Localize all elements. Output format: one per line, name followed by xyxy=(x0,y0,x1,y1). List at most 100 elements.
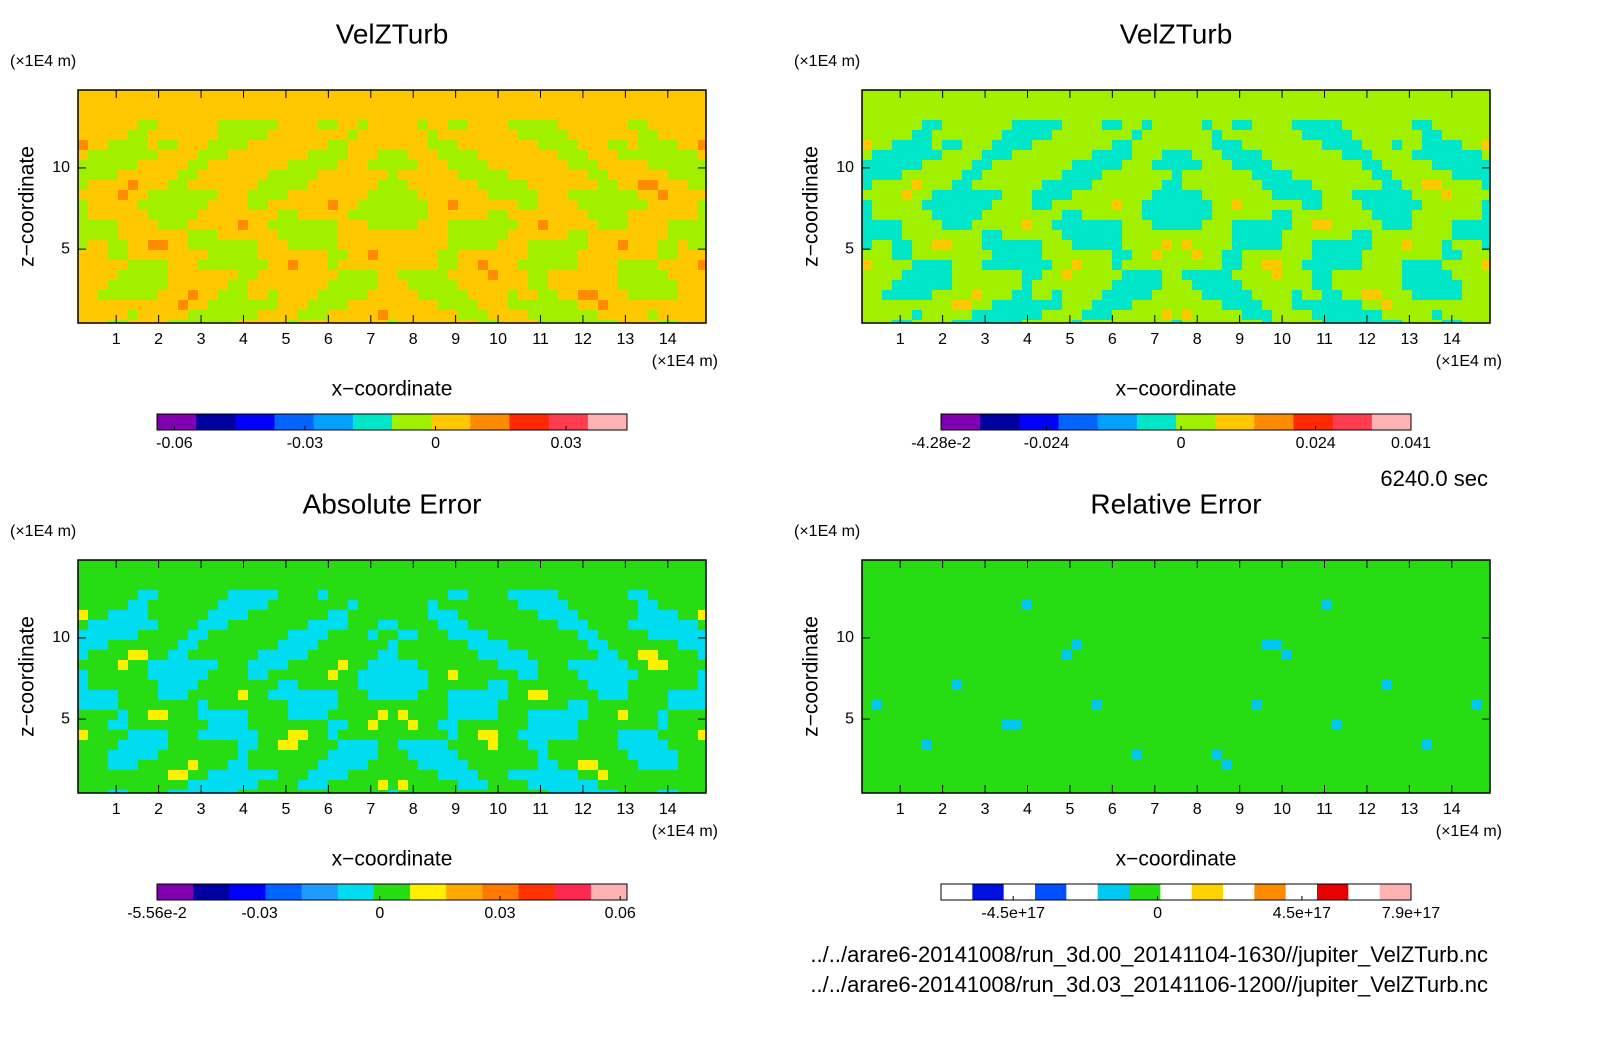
contour-cell xyxy=(1022,230,1032,240)
contour-cell xyxy=(268,250,278,260)
contour-cell xyxy=(418,220,428,230)
contour-cell xyxy=(688,290,698,300)
contour-cell xyxy=(188,750,198,760)
y-unit: (×1E4 m) xyxy=(10,523,76,540)
contour-cell xyxy=(1252,150,1262,160)
contour-cell xyxy=(358,290,368,300)
contour-cell xyxy=(972,310,982,320)
contour-cell xyxy=(418,680,428,690)
contour-cell xyxy=(608,760,618,770)
contour-cell xyxy=(1482,280,1490,290)
contour-cell xyxy=(872,160,882,170)
contour-cell xyxy=(932,310,942,320)
contour-cell xyxy=(458,670,468,680)
contour-cell xyxy=(208,560,218,570)
contour-cell xyxy=(508,690,518,700)
contour-cell xyxy=(418,740,428,750)
contour-cell xyxy=(688,630,698,640)
contour-cell xyxy=(268,740,278,750)
contour-cell xyxy=(488,230,498,240)
contour-cell xyxy=(258,610,268,620)
contour-cell xyxy=(1342,150,1352,160)
contour-cell xyxy=(138,210,148,220)
colorbar-tick-label: -0.024 xyxy=(1024,435,1069,452)
contour-cell xyxy=(538,120,548,130)
contour-cell xyxy=(418,610,428,620)
contour-cell xyxy=(1362,200,1372,210)
contour-cell xyxy=(108,120,118,130)
contour-cell xyxy=(922,100,932,110)
contour-cell xyxy=(1402,170,1412,180)
contour-cell xyxy=(78,580,88,590)
contour-cell xyxy=(678,570,688,580)
contour-cell xyxy=(428,700,438,710)
contour-cell xyxy=(1312,90,1322,100)
contour-cell xyxy=(1212,310,1222,320)
contour-cell xyxy=(648,770,658,780)
contour-cell xyxy=(188,300,198,310)
contour-cell xyxy=(518,750,528,760)
contour-cell xyxy=(298,790,308,793)
contour-cell xyxy=(188,290,198,300)
contour-cell xyxy=(588,620,598,630)
contour-cell xyxy=(1242,160,1252,170)
contour-cell xyxy=(578,170,588,180)
contour-cell xyxy=(138,270,148,280)
contour-cell xyxy=(298,300,308,310)
contour-cell xyxy=(568,700,578,710)
contour-cell xyxy=(418,110,428,120)
contour-cell xyxy=(1062,190,1072,200)
contour-cell xyxy=(862,230,872,240)
contour-cell xyxy=(1452,250,1462,260)
contour-cell xyxy=(178,640,188,650)
contour-cell xyxy=(608,770,618,780)
contour-cell xyxy=(98,640,108,650)
contour-cell xyxy=(498,770,508,780)
contour-cell xyxy=(658,620,668,630)
contour-cell xyxy=(438,230,448,240)
contour-cell xyxy=(268,100,278,110)
contour-cell xyxy=(158,600,168,610)
contour-cell xyxy=(538,560,548,570)
contour-cell xyxy=(108,320,118,323)
contour-cell xyxy=(338,670,348,680)
contour-cell xyxy=(108,180,118,190)
contour-cell xyxy=(658,220,668,230)
contour-cell xyxy=(648,750,658,760)
contour-cell xyxy=(1272,290,1282,300)
contour-cell xyxy=(1012,200,1022,210)
contour-cell xyxy=(468,250,478,260)
contour-cell xyxy=(488,620,498,630)
contour-cell xyxy=(218,140,228,150)
contour-cell xyxy=(678,290,688,300)
contour-cell xyxy=(178,90,188,100)
contour-cell xyxy=(468,270,478,280)
contour-cell xyxy=(882,180,892,190)
contour-cell xyxy=(98,740,108,750)
contour-cell xyxy=(538,710,548,720)
contour-cell xyxy=(1382,220,1392,230)
contour-cell xyxy=(1452,140,1462,150)
contour-cell xyxy=(428,90,438,100)
contour-cell xyxy=(318,680,328,690)
contour-cell xyxy=(972,250,982,260)
contour-cell xyxy=(538,300,548,310)
contour-cell xyxy=(1102,570,1112,580)
contour-cell xyxy=(678,240,688,250)
contour-cell xyxy=(358,650,368,660)
contour-cell xyxy=(1132,90,1142,100)
contour-cell xyxy=(882,130,892,140)
contour-cell xyxy=(378,110,388,120)
contour-cell xyxy=(138,660,148,670)
contour-cell xyxy=(638,720,648,730)
contour-cell xyxy=(962,220,972,230)
contour-cell xyxy=(1002,150,1012,160)
contour-cell xyxy=(862,240,872,250)
contour-cell xyxy=(418,130,428,140)
contour-cell xyxy=(588,90,598,100)
chart-title: VelZTurb xyxy=(1120,18,1233,49)
contour-cell xyxy=(1012,310,1022,320)
contour-cell xyxy=(468,760,478,770)
contour-cell xyxy=(1332,170,1342,180)
contour-cell xyxy=(528,590,538,600)
